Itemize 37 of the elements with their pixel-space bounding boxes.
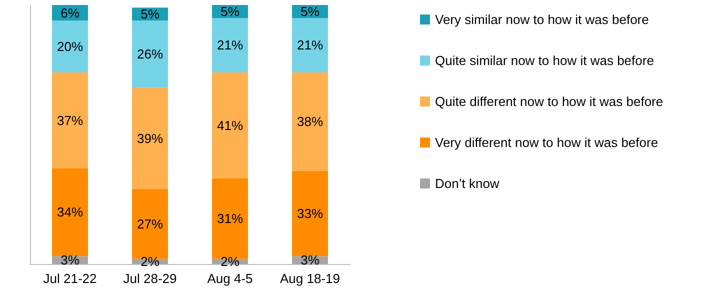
data-label: 27%	[136, 216, 164, 232]
bar	[52, 20, 88, 72]
data-label: 3%	[300, 252, 320, 268]
data-label: 5%	[220, 4, 240, 19]
x-tick-label: Aug 4-5	[207, 271, 253, 286]
data-label: 31%	[216, 211, 244, 226]
data-label: 20%	[56, 38, 84, 54]
legend-label: Quite different now to how it was before	[435, 94, 664, 109]
data-label: 33%	[296, 206, 324, 221]
legend-label: Very similar now to how it was before	[435, 12, 649, 27]
x-tick-label: Aug 18-19	[280, 271, 340, 286]
data-label: 26%	[136, 46, 164, 62]
data-label: 37%	[56, 112, 84, 128]
legend-label: Don’t know	[435, 176, 500, 191]
x-tick-label: Jul 21-22	[43, 271, 97, 286]
data-label: 5%	[140, 6, 160, 22]
x-tick-label: Jul 28-29	[123, 271, 177, 286]
bar	[212, 18, 248, 72]
bar	[292, 18, 328, 72]
data-label: 3%	[60, 252, 80, 268]
bar	[132, 20, 168, 88]
data-label: 21%	[296, 38, 324, 53]
data-label: 5%	[300, 4, 320, 19]
legend-label: Quite similar now to how it was before	[435, 53, 654, 68]
bar	[292, 72, 328, 171]
data-label: 34%	[56, 204, 84, 220]
bar	[52, 72, 88, 168]
data-label: 6%	[60, 5, 80, 20]
bar	[132, 88, 168, 189]
data-label: 38%	[296, 114, 324, 130]
data-label: 21%	[216, 38, 244, 53]
bar	[52, 168, 88, 256]
bar	[292, 170, 328, 256]
legend-label: Very different now to how it was before	[435, 135, 658, 150]
data-label: 41%	[216, 118, 244, 133]
data-label: 39%	[136, 130, 164, 146]
bar	[212, 72, 248, 179]
